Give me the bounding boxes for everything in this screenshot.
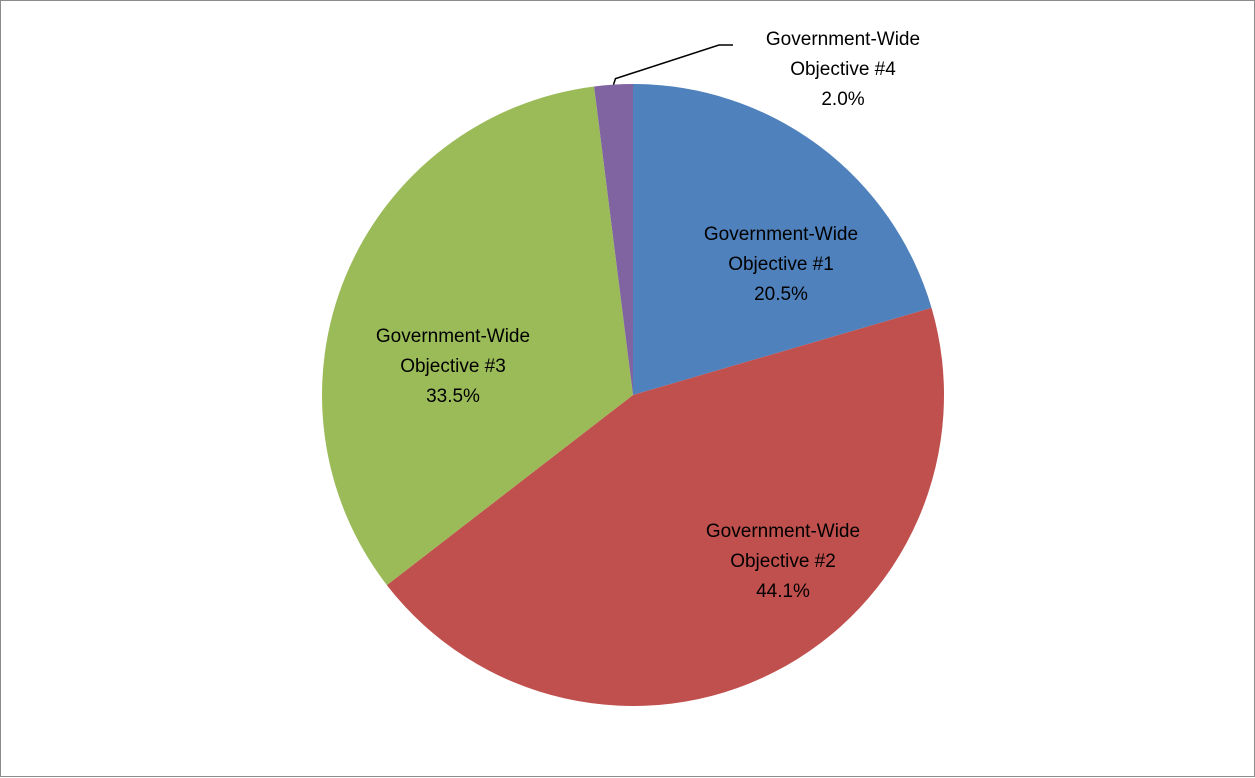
pie-slices [322,84,944,706]
slice-label-1: Government-Wide Objective #1 20.5% [704,224,858,305]
slice-label-4: Government-Wide Objective #4 2.0% [766,29,920,110]
slice-name-line-3: Government-Wide [376,326,530,347]
pie-slice-3 [322,86,633,586]
slice-percent-1: 20.5% [754,284,808,305]
slice-labels: Government-Wide Objective #1 20.5%Governme… [376,29,920,602]
leader-line-4 [612,44,733,85]
leader-lines [612,44,733,85]
slice-name-line-4: Government-Wide [766,29,920,50]
slice-percent-2: 44.1% [756,581,810,602]
slice-name-line-1: Objective #1 [728,254,834,275]
slice-label-3: Government-Wide Objective #3 33.5% [376,326,530,407]
slice-name-line-1: Government-Wide [704,224,858,245]
slice-name-line-4: Objective #4 [790,59,896,80]
slice-name-line-3: Objective #3 [400,356,506,377]
slice-percent-4: 2.0% [821,89,864,110]
slice-label-2: Government-Wide Objective #2 44.1% [706,521,860,602]
slice-name-line-2: Government-Wide [706,521,860,542]
pie-slice-1 [633,84,932,395]
pie-slice-2 [386,307,944,706]
slice-percent-3: 33.5% [426,386,480,407]
pie-slice-4 [594,84,633,395]
slice-name-line-2: Objective #2 [730,551,836,572]
